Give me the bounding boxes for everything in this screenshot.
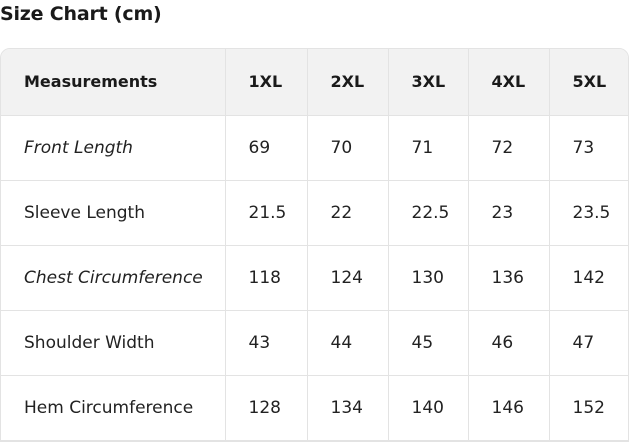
- measurement-label: Sleeve Length: [1, 180, 226, 246]
- measurement-label: Front Length: [1, 115, 226, 181]
- measurement-value: 70: [307, 115, 389, 181]
- header-5xl: 5XL: [549, 49, 628, 116]
- measurement-value: 21.5: [225, 180, 308, 246]
- measurement-value: 71: [388, 115, 469, 181]
- table-row: Chest Circumference 118 124 130 136 142: [1, 245, 628, 311]
- measurement-value: 118: [225, 245, 308, 311]
- table-row: Front Length 69 70 71 72 73: [1, 115, 628, 181]
- table-row: Sleeve Length 21.5 22 22.5 23 23.5: [1, 180, 628, 246]
- measurement-value: 23.5: [549, 180, 628, 246]
- measurement-value: 47: [549, 310, 628, 376]
- measurement-value: 136: [468, 245, 550, 311]
- measurement-value: 22: [307, 180, 389, 246]
- table-header-row: Measurements 1XL 2XL 3XL 4XL 5XL: [1, 49, 628, 116]
- page-title: Size Chart (cm): [0, 3, 162, 25]
- measurement-value: 23: [468, 180, 550, 246]
- table-row: Hem Circumference 128 134 140 146 152: [1, 375, 628, 441]
- header-1xl: 1XL: [225, 49, 308, 116]
- measurement-value: 22.5: [388, 180, 469, 246]
- measurement-value: 128: [225, 375, 308, 441]
- header-4xl: 4XL: [468, 49, 550, 116]
- measurement-value: 146: [468, 375, 550, 441]
- measurement-value: 44: [307, 310, 389, 376]
- measurement-label: Shoulder Width: [1, 310, 226, 376]
- measurement-value: 130: [388, 245, 469, 311]
- measurement-value: 152: [549, 375, 628, 441]
- measurement-value: 43: [225, 310, 308, 376]
- measurement-value: 72: [468, 115, 550, 181]
- measurement-value: 73: [549, 115, 628, 181]
- size-chart-table-container: Measurements 1XL 2XL 3XL 4XL 5XL Front L…: [0, 48, 629, 442]
- header-3xl: 3XL: [388, 49, 469, 116]
- measurement-value: 46: [468, 310, 550, 376]
- table-body: Front Length 69 70 71 72 73 Sleeve Length 21.5 2…: [1, 115, 628, 441]
- measurement-label: Chest Circumference: [1, 245, 226, 311]
- measurement-value: 142: [549, 245, 628, 311]
- header-2xl: 2XL: [307, 49, 389, 116]
- measurement-value: 45: [388, 310, 469, 376]
- header-measurements: Measurements: [1, 49, 226, 116]
- size-chart-table: Measurements 1XL 2XL 3XL 4XL 5XL Front L…: [1, 49, 628, 441]
- table-row: Shoulder Width 43 44 45 46 47: [1, 310, 628, 376]
- measurement-value: 134: [307, 375, 389, 441]
- measurement-value: 124: [307, 245, 389, 311]
- measurement-value: 69: [225, 115, 308, 181]
- measurement-value: 140: [388, 375, 469, 441]
- measurement-label: Hem Circumference: [1, 375, 226, 441]
